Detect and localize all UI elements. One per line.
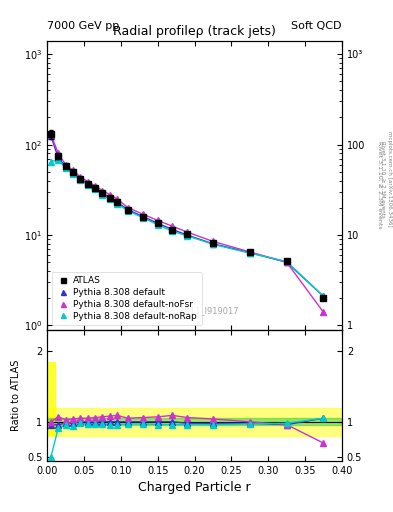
Pythia 8.308 default-noRap bbox=[170, 228, 175, 234]
Pythia 8.308 default bbox=[78, 176, 83, 182]
Text: mcplots.cern.ch [arXiv:1306.3436]: mcplots.cern.ch [arXiv:1306.3436] bbox=[387, 132, 391, 227]
Pythia 8.308 default bbox=[93, 185, 97, 191]
Pythia 8.308 default-noFsr bbox=[126, 205, 130, 211]
Pythia 8.308 default-noRap bbox=[100, 191, 105, 198]
ATLAS bbox=[63, 163, 68, 169]
Pythia 8.308 default-noFsr bbox=[141, 211, 145, 217]
ATLAS bbox=[170, 226, 175, 232]
ATLAS bbox=[100, 190, 105, 196]
Pythia 8.308 default bbox=[115, 199, 119, 205]
ATLAS bbox=[93, 185, 97, 191]
ATLAS bbox=[126, 207, 130, 213]
ATLAS bbox=[115, 199, 119, 205]
Pythia 8.308 default bbox=[321, 293, 326, 300]
Pythia 8.308 default bbox=[141, 214, 145, 220]
Text: ATLAS_2011_I919017: ATLAS_2011_I919017 bbox=[150, 306, 239, 315]
Pythia 8.308 default-noFsr bbox=[63, 162, 68, 168]
Pythia 8.308 default-noRap bbox=[185, 233, 189, 239]
Pythia 8.308 default-noRap bbox=[141, 215, 145, 221]
Pythia 8.308 default-noRap bbox=[85, 182, 90, 188]
Line: Pythia 8.308 default: Pythia 8.308 default bbox=[48, 133, 326, 299]
Pythia 8.308 default bbox=[185, 232, 189, 238]
Pythia 8.308 default-noRap bbox=[248, 250, 252, 256]
Pythia 8.308 default-noFsr bbox=[155, 218, 160, 224]
Pythia 8.308 default bbox=[56, 155, 61, 161]
Pythia 8.308 default-noFsr bbox=[115, 196, 119, 202]
Pythia 8.308 default-noFsr bbox=[211, 239, 215, 245]
Legend: ATLAS, Pythia 8.308 default, Pythia 8.308 default-noFsr, Pythia 8.308 default-no: ATLAS, Pythia 8.308 default, Pythia 8.30… bbox=[51, 272, 202, 325]
ATLAS bbox=[85, 181, 90, 187]
X-axis label: Charged Particle r: Charged Particle r bbox=[138, 481, 251, 494]
Line: Pythia 8.308 default-noRap: Pythia 8.308 default-noRap bbox=[48, 157, 326, 299]
ATLAS bbox=[56, 153, 61, 159]
Pythia 8.308 default-noFsr bbox=[48, 131, 53, 137]
Pythia 8.308 default bbox=[155, 220, 160, 226]
Pythia 8.308 default-noRap bbox=[115, 201, 119, 207]
Pythia 8.308 default-noRap bbox=[93, 186, 97, 193]
Text: 7000 GeV pp: 7000 GeV pp bbox=[47, 20, 119, 31]
Pythia 8.308 default-noRap bbox=[284, 259, 289, 265]
Pythia 8.308 default-noRap bbox=[126, 208, 130, 214]
Pythia 8.308 default-noFsr bbox=[93, 183, 97, 189]
Pythia 8.308 default-noRap bbox=[155, 222, 160, 228]
Pythia 8.308 default-noRap bbox=[48, 158, 53, 164]
Pythia 8.308 default-noFsr bbox=[170, 223, 175, 229]
Pythia 8.308 default bbox=[48, 133, 53, 139]
Pythia 8.308 default-noRap bbox=[56, 157, 61, 163]
Text: Rivet 3.1.10, ≥ 2.3M events: Rivet 3.1.10, ≥ 2.3M events bbox=[378, 141, 383, 229]
Y-axis label: Ratio to ATLAS: Ratio to ATLAS bbox=[11, 359, 21, 431]
ATLAS bbox=[78, 176, 83, 182]
Line: Pythia 8.308 default-noFsr: Pythia 8.308 default-noFsr bbox=[48, 132, 326, 315]
Bar bbox=[47, 418, 342, 425]
Pythia 8.308 default bbox=[248, 249, 252, 255]
Pythia 8.308 default-noRap bbox=[78, 177, 83, 183]
Pythia 8.308 default-noFsr bbox=[78, 174, 83, 180]
ATLAS bbox=[141, 214, 145, 220]
Pythia 8.308 default-noFsr bbox=[71, 167, 75, 174]
Pythia 8.308 default bbox=[211, 241, 215, 247]
Pythia 8.308 default bbox=[170, 226, 175, 232]
Bar bbox=[47, 408, 342, 436]
Pythia 8.308 default bbox=[107, 195, 112, 201]
Text: Rivet 3.1.10, ≥ 2.3M events: Rivet 3.1.10, ≥ 2.3M events bbox=[381, 141, 386, 218]
ATLAS bbox=[248, 249, 252, 255]
Text: Soft QCD: Soft QCD bbox=[292, 20, 342, 31]
Pythia 8.308 default-noFsr bbox=[321, 309, 326, 315]
ATLAS bbox=[321, 295, 326, 302]
Pythia 8.308 default-noRap bbox=[71, 171, 75, 177]
Pythia 8.308 default-noRap bbox=[321, 293, 326, 300]
ATLAS bbox=[107, 195, 112, 201]
Pythia 8.308 default bbox=[100, 190, 105, 196]
Pythia 8.308 default-noRap bbox=[63, 165, 68, 171]
Line: ATLAS: ATLAS bbox=[48, 132, 326, 301]
ATLAS bbox=[155, 220, 160, 226]
ATLAS bbox=[185, 231, 189, 238]
Pythia 8.308 default-noFsr bbox=[100, 187, 105, 194]
Pythia 8.308 default bbox=[71, 169, 75, 176]
Pythia 8.308 default bbox=[63, 164, 68, 170]
Pythia 8.308 default-noFsr bbox=[85, 179, 90, 185]
Pythia 8.308 default-noRap bbox=[107, 196, 112, 202]
Pythia 8.308 default bbox=[284, 259, 289, 265]
ATLAS bbox=[211, 240, 215, 246]
Pythia 8.308 default bbox=[85, 181, 90, 187]
Pythia 8.308 default-noFsr bbox=[107, 191, 112, 198]
Pythia 8.308 default-noFsr bbox=[185, 229, 189, 235]
Pythia 8.308 default-noFsr bbox=[56, 151, 61, 157]
Pythia 8.308 default bbox=[126, 207, 130, 213]
ATLAS bbox=[71, 169, 75, 175]
ATLAS bbox=[284, 258, 289, 264]
Pythia 8.308 default-noRap bbox=[211, 241, 215, 247]
Bar bbox=[47, 362, 55, 435]
Pythia 8.308 default-noFsr bbox=[284, 259, 289, 265]
Pythia 8.308 default-noFsr bbox=[248, 249, 252, 255]
ATLAS bbox=[48, 131, 53, 137]
Title: Radial profileρ (track jets): Radial profileρ (track jets) bbox=[113, 26, 276, 38]
